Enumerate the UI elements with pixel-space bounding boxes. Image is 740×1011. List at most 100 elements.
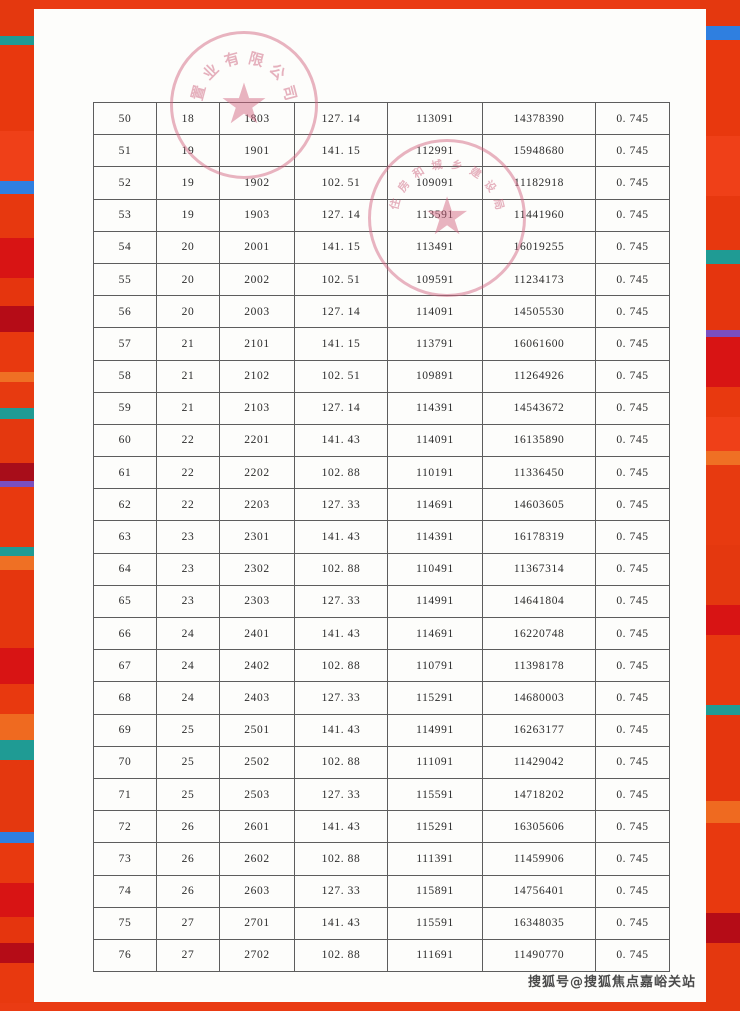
table-cell: 19	[156, 134, 220, 168]
table-cell: 0. 745	[595, 262, 670, 297]
decor-band	[0, 760, 40, 832]
table-cell: 2402	[219, 649, 295, 683]
table-cell: 0. 745	[595, 166, 670, 200]
table-cell: 2302	[219, 552, 295, 586]
decor-band	[0, 487, 40, 547]
table-row: 59 21 2103 127. 14 114391 14543672 0. 745	[93, 391, 670, 425]
table-cell: 66	[93, 616, 157, 651]
table-row: 65 23 2303 127. 33 114991 14641804 0. 745	[93, 584, 670, 619]
table-cell: 109591	[387, 262, 483, 297]
table-row: 75 27 2701 141. 43 115591 16348035 0. 745	[93, 906, 670, 940]
decor-band	[700, 451, 740, 465]
table-cell: 0. 745	[595, 101, 670, 136]
table-cell: 2602	[219, 842, 295, 876]
table-cell: 11490770	[482, 938, 596, 973]
table-cell: 71	[93, 777, 157, 812]
table-cell: 0. 745	[595, 810, 670, 844]
table-cell: 20	[156, 295, 220, 329]
table-cell: 2102	[219, 359, 295, 393]
table-row: 50 18 1803 127. 14 113091 14378390 0. 745	[93, 101, 670, 136]
table-cell: 16061600	[482, 327, 596, 361]
decor-band	[700, 823, 740, 913]
table-cell: 0. 745	[595, 745, 670, 779]
table-cell: 114691	[387, 616, 483, 651]
table-cell: 0. 745	[595, 649, 670, 683]
table-row: 73 26 2602 102. 88 111391 11459906 0. 745	[93, 842, 670, 876]
table-cell: 75	[93, 906, 157, 940]
decor-band	[0, 45, 40, 131]
table-cell: 110491	[387, 552, 483, 586]
decor-band	[0, 194, 40, 238]
decor-band	[700, 40, 740, 136]
table-cell: 2403	[219, 681, 295, 715]
table-cell: 24	[156, 649, 220, 683]
decor-band	[700, 26, 740, 40]
decor-band	[700, 545, 740, 605]
decor-band	[0, 278, 40, 306]
table-cell: 0. 745	[595, 198, 670, 232]
decor-band	[700, 705, 740, 715]
decor-band	[700, 250, 740, 264]
table-cell: 14680003	[482, 681, 596, 715]
table-cell: 115291	[387, 681, 483, 715]
table-cell: 70	[93, 745, 157, 779]
table-cell: 61	[93, 456, 157, 490]
decor-band	[0, 481, 40, 487]
table-cell: 127. 14	[294, 295, 388, 329]
table-cell: 2001	[219, 230, 295, 264]
table-cell: 22	[156, 456, 220, 490]
table-cell: 0. 745	[595, 552, 670, 586]
table-cell: 23	[156, 584, 220, 619]
table-cell: 23	[156, 552, 220, 586]
decor-band	[0, 372, 40, 382]
decor-band	[700, 387, 740, 417]
table-cell: 60	[93, 423, 157, 458]
table-cell: 23	[156, 520, 220, 554]
table-cell: 2203	[219, 488, 295, 522]
site-watermark: 搜狐号@搜狐焦点嘉峪关站	[527, 975, 696, 990]
table-cell: 22	[156, 488, 220, 522]
table-cell: 127. 33	[294, 777, 388, 812]
table-cell: 16019255	[482, 230, 596, 264]
table-cell: 72	[93, 810, 157, 844]
table-cell: 19	[156, 198, 220, 232]
table-cell: 20	[156, 230, 220, 264]
table-cell: 141. 15	[294, 230, 388, 264]
table-cell: 51	[93, 134, 157, 168]
table-cell: 0. 745	[595, 713, 670, 747]
seal-char: 公	[265, 61, 288, 84]
table-row: 74 26 2603 127. 33 115891 14756401 0. 745	[93, 874, 670, 908]
table-cell: 11264926	[482, 359, 596, 393]
table-cell: 109091	[387, 166, 483, 200]
table-cell: 2603	[219, 874, 295, 908]
table-cell: 50	[93, 101, 157, 136]
table-cell: 141. 43	[294, 520, 388, 554]
table-cell: 141. 43	[294, 810, 388, 844]
table-cell: 0. 745	[595, 906, 670, 940]
table-cell: 26	[156, 810, 220, 844]
table-cell: 2201	[219, 423, 295, 458]
table-cell: 26	[156, 874, 220, 908]
table-cell: 2003	[219, 295, 295, 329]
table-cell: 102. 88	[294, 456, 388, 490]
table-cell: 64	[93, 552, 157, 586]
table-cell: 111691	[387, 938, 483, 973]
table-cell: 127. 33	[294, 681, 388, 715]
decor-band	[0, 0, 40, 36]
decor-band	[700, 801, 740, 823]
table-cell: 14603605	[482, 488, 596, 522]
table-cell: 67	[93, 649, 157, 683]
table-cell: 25	[156, 713, 220, 747]
table-cell: 114391	[387, 391, 483, 425]
table-cell: 113491	[387, 230, 483, 264]
table-cell: 2401	[219, 616, 295, 651]
table-cell: 11429042	[482, 745, 596, 779]
table-cell: 0. 745	[595, 423, 670, 458]
table-cell: 14641804	[482, 584, 596, 619]
table-row: 51 19 1901 141. 15 112991 15948680 0. 745	[93, 134, 670, 168]
decor-band	[0, 419, 40, 463]
table-cell: 2502	[219, 745, 295, 779]
price-table: 50 18 1803 127. 14 113091 14378390 0. 745 51 19 1…	[93, 101, 670, 973]
table-cell: 56	[93, 295, 157, 329]
table-cell: 16135890	[482, 423, 596, 458]
